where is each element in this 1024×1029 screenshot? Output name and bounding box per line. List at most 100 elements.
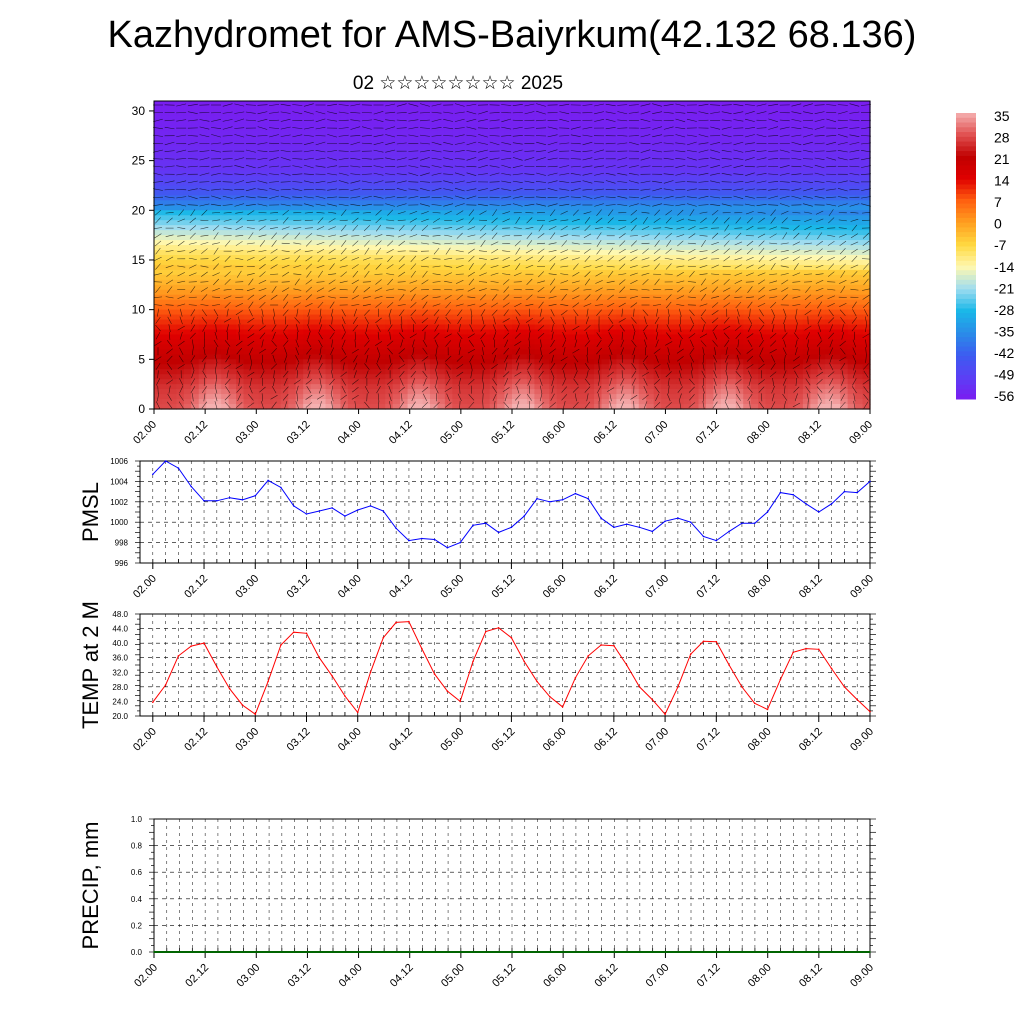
pmsl-data-point: [190, 486, 192, 488]
x-tick-label: 08.00: [746, 962, 774, 990]
temp-data-point: [267, 681, 269, 683]
pmsl-data-point: [728, 531, 730, 533]
pmsl-data-point: [229, 497, 231, 499]
pmsl-data-point: [754, 522, 756, 524]
precip-data-point: [409, 951, 411, 953]
precip-data-point: [422, 951, 424, 953]
pmsl-data-point: [152, 474, 154, 476]
pmsl-data-point: [677, 517, 679, 519]
temp-data-point: [613, 645, 615, 647]
temp-data-point: [690, 653, 692, 655]
x-tick-label: 02.00: [131, 419, 159, 447]
x-tick-label: 03.00: [233, 419, 261, 447]
pmsl-data-point: [587, 498, 589, 500]
pmsl-data-point: [575, 493, 577, 495]
temp-data-point: [344, 695, 346, 697]
precip-data-point: [844, 951, 846, 953]
pmsl-data-point: [280, 487, 282, 489]
pmsl-data-point: [741, 522, 743, 524]
precip-data-point: [473, 951, 475, 953]
pmsl-data-point: [447, 547, 449, 549]
precip-data-point: [243, 951, 245, 953]
precip-data-point: [217, 951, 219, 953]
x-tick-label: 05.00: [438, 419, 466, 447]
pmsl-axis-label: PMSL: [78, 482, 103, 542]
temp-data-point: [587, 655, 589, 657]
colorbar-label: 28: [994, 130, 1010, 146]
x-tick-label: 04.00: [336, 419, 364, 447]
pmsl-data-point: [498, 532, 500, 534]
x-tick-label: 06.12: [591, 419, 619, 447]
pmsl-data-point: [831, 503, 833, 505]
x-tick-label: 03.12: [285, 419, 313, 447]
pmsl-data-point: [780, 492, 782, 494]
colorbar-label: 0: [994, 216, 1002, 232]
pmsl-data-point: [331, 507, 333, 509]
temp-data-point: [190, 645, 192, 647]
temp-data-point: [536, 681, 538, 683]
precip-data-point: [524, 951, 526, 953]
precip-data-point: [294, 951, 296, 953]
y-tick-label: 36.0: [112, 654, 128, 663]
y-tick-label: 44.0: [112, 625, 128, 634]
temp-data-point: [319, 657, 321, 659]
colorbar-label: -7: [994, 237, 1007, 253]
x-tick-label: 05.00: [439, 962, 467, 990]
precip-data-point: [652, 951, 654, 953]
pmsl-data-point: [856, 492, 858, 494]
y-tick-label: 0: [138, 402, 145, 416]
precip-data-point: [537, 951, 539, 953]
colorbar-label: 21: [994, 151, 1010, 167]
y-tick-label: 0.8: [131, 842, 143, 851]
y-tick-label: 24.0: [112, 697, 128, 706]
pmsl-data-point: [626, 523, 628, 525]
x-tick-label: 06.00: [541, 573, 569, 601]
temp-data-point: [293, 631, 295, 633]
y-tick-label: 20.0: [112, 712, 128, 721]
temp-data-point: [767, 709, 769, 711]
pmsl-data-point: [536, 498, 538, 500]
colorbar-label: -35: [994, 323, 1014, 339]
pmsl-data-point: [716, 540, 718, 542]
pmsl-data-point: [357, 509, 359, 511]
precip-data-point: [281, 951, 283, 953]
precip-data-point: [614, 951, 616, 953]
pmsl-data-point: [242, 499, 244, 501]
panel-frame: [140, 614, 870, 716]
y-tick-label: 0.4: [131, 895, 143, 904]
temp-data-point: [549, 696, 551, 698]
precip-data-point: [358, 951, 360, 953]
temp-data-point: [856, 699, 858, 701]
x-tick-label: 09.00: [848, 573, 876, 601]
x-tick-label: 08.00: [745, 419, 773, 447]
x-tick-label: 03.00: [233, 726, 261, 754]
temp-data-point: [780, 679, 782, 681]
temp-data-point: [485, 631, 487, 633]
precip-data-point: [626, 951, 628, 953]
x-tick-label: 09.00: [848, 726, 876, 754]
temp-data-point: [792, 652, 794, 654]
pmsl-data-point: [383, 510, 385, 512]
temp-data-point: [562, 706, 564, 708]
pmsl-data-point: [293, 505, 295, 507]
pmsl-data-point: [523, 515, 525, 517]
precip-data-point: [729, 951, 731, 953]
x-tick-label: 06.12: [592, 573, 620, 601]
y-tick-label: 5: [138, 352, 145, 366]
temp-data-point: [626, 664, 628, 666]
precip-data-point: [562, 951, 564, 953]
x-tick-label: 08.12: [797, 962, 825, 990]
precip-data-point: [268, 951, 270, 953]
colorbar: [956, 113, 976, 400]
colorbar-label: -28: [994, 302, 1014, 318]
temp-data-point: [728, 664, 730, 666]
pmsl-data-point: [178, 467, 180, 469]
x-tick-label: 07.00: [643, 419, 671, 447]
x-tick-label: 04.12: [387, 726, 415, 754]
temp-data-point: [639, 686, 641, 688]
x-tick-label: 06.00: [540, 419, 568, 447]
precip-data-point: [153, 951, 155, 953]
pmsl-data-point: [613, 527, 615, 529]
precip-data-point: [805, 951, 807, 953]
